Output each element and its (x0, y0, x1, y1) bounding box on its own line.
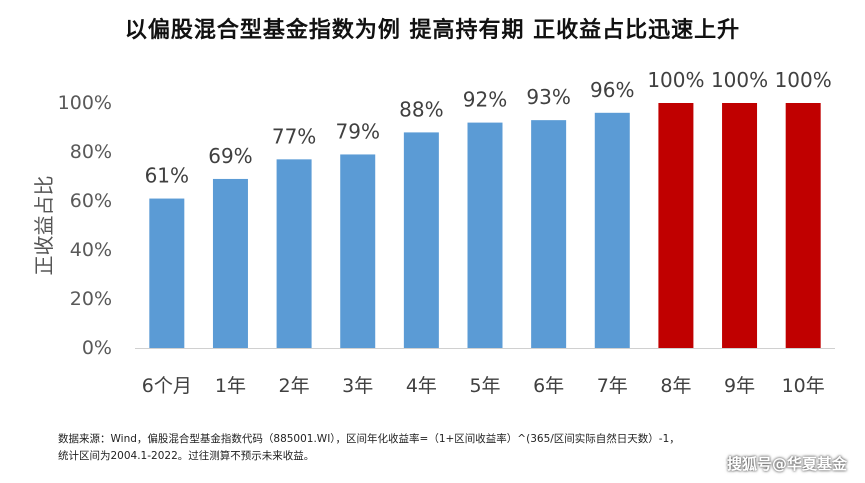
y-axis-ticks: 0% 20% 40% 60% 80% 100% (58, 92, 112, 359)
y-tick-label: 100% (58, 92, 112, 114)
y-tick-label: 0% (82, 337, 112, 359)
bar (403, 132, 439, 348)
x-tick-label: 2年 (279, 375, 310, 397)
watermark: 搜狐号@华夏基金 (726, 455, 847, 473)
y-tick-label: 20% (70, 288, 112, 310)
bar (276, 159, 312, 348)
x-tick-label: 9年 (724, 375, 755, 397)
x-tick-label: 5年 (469, 375, 500, 397)
chart-title: 以偏股混合型基金指数为例 提高持有期 正收益占比迅速上升 (124, 18, 741, 43)
bar (722, 103, 758, 348)
bar (531, 120, 567, 349)
data-label: 93% (526, 85, 570, 109)
data-label: 88% (399, 97, 443, 121)
x-tick-label: 8年 (660, 375, 691, 397)
y-tick-label: 60% (70, 190, 112, 212)
y-tick-label: 80% (70, 141, 112, 163)
bar (212, 178, 248, 348)
bar (467, 122, 503, 348)
y-axis-label-group: 正收益占比 (32, 176, 56, 276)
data-label: 79% (336, 119, 380, 143)
bar (785, 103, 821, 348)
footnote-line-1: 数据来源：Wind，偏股混合型基金指数代码（885001.WI），区间年化收益率… (58, 433, 680, 445)
data-label: 100% (711, 68, 768, 92)
x-tick-label: 3年 (342, 375, 373, 397)
x-axis-ticks: 6个月 1年 2年 3年 4年 5年 6年 7年 8年 9年 10年 (142, 375, 825, 397)
data-label: 69% (208, 144, 252, 168)
data-label: 100% (775, 68, 832, 92)
x-tick-label: 6个月 (142, 375, 192, 397)
x-tick-label: 4年 (406, 375, 437, 397)
data-label: 61% (145, 164, 189, 188)
x-tick-label: 6年 (533, 375, 564, 397)
x-tick-label: 10年 (782, 375, 825, 397)
bar (340, 154, 376, 348)
data-label: 92% (463, 88, 507, 112)
data-label: 77% (272, 124, 316, 148)
bars (149, 103, 821, 349)
x-tick-label: 1年 (215, 375, 246, 397)
data-label: 100% (647, 68, 704, 92)
bar (149, 198, 185, 348)
y-axis-label: 正收益占比 (32, 176, 56, 276)
bar (658, 103, 694, 348)
data-labels: 61% 69% 77% 79% 88% 92% 93% 96% 100% 100% 100% (145, 68, 832, 188)
x-tick-label: 7年 (597, 375, 628, 397)
data-label: 96% (590, 78, 634, 102)
footnote-line-2: 统计区间为2004.1-2022。过往测算不预示未来收益。 (58, 450, 315, 462)
bar (594, 112, 630, 348)
y-tick-label: 40% (70, 239, 112, 261)
